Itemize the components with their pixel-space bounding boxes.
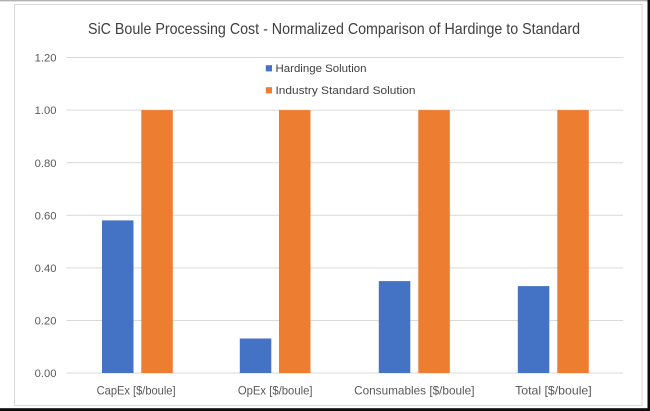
svg-text:Hardinge Solution: Hardinge Solution (276, 63, 367, 75)
svg-text:1.20: 1.20 (35, 53, 57, 65)
svg-text:Industry Standard Solution: Industry Standard Solution (276, 85, 416, 97)
svg-text:0.00: 0.00 (35, 368, 57, 380)
svg-text:0.20: 0.20 (35, 316, 57, 328)
svg-text:0.60: 0.60 (35, 210, 57, 222)
svg-text:Total [$/boule]: Total [$/boule] (515, 384, 592, 398)
svg-text:OpEx [$/boule]: OpEx [$/boule] (238, 384, 313, 398)
svg-text:CapEx [$/boule]: CapEx [$/boule] (97, 384, 176, 398)
svg-text:Consumables [$/boule]: Consumables [$/boule] (354, 384, 474, 398)
svg-text:1.00: 1.00 (35, 105, 57, 117)
svg-text:0.40: 0.40 (35, 263, 57, 275)
svg-text:0.80: 0.80 (35, 158, 57, 170)
svg-text:SiC Boule Processing Cost - No: SiC Boule Processing Cost - Normalized C… (88, 21, 580, 38)
